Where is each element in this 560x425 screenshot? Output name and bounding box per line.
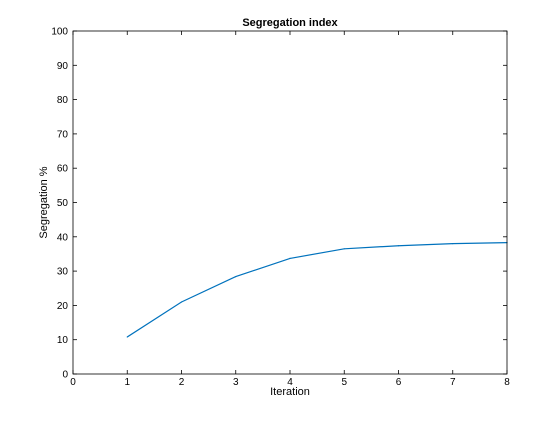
- data-point: [180, 301, 183, 303]
- y-tick-label: 30: [57, 267, 69, 278]
- y-tick-label: 10: [57, 335, 69, 346]
- chart-title: Segregation index: [242, 17, 338, 29]
- x-tick-label: 4: [287, 377, 293, 388]
- x-tick-label: 8: [504, 377, 510, 388]
- data-point: [397, 245, 400, 247]
- series-line-0: [126, 242, 508, 338]
- x-tick-label: 3: [233, 377, 239, 388]
- series-layer: [126, 242, 508, 338]
- y-tick-label: 100: [51, 27, 68, 38]
- data-point: [126, 336, 128, 338]
- x-tick-label: 2: [179, 377, 185, 388]
- data-point: [235, 275, 237, 278]
- plot-area-frame: [72, 30, 508, 375]
- y-tick-label: 50: [57, 198, 69, 209]
- data-point: [452, 243, 454, 245]
- y-tick-label: 60: [57, 164, 69, 175]
- x-axis-label: Iteration: [270, 386, 310, 398]
- y-tick-label: 0: [62, 370, 68, 381]
- y-tick-label: 80: [57, 95, 69, 106]
- y-tick-label: 70: [57, 129, 69, 140]
- data-point: [289, 257, 291, 260]
- x-tick-label: 6: [396, 377, 402, 388]
- y-tick-label: 20: [57, 301, 69, 312]
- y-axis-label: Segregation %: [38, 166, 50, 238]
- x-tick-label: 0: [70, 377, 76, 388]
- x-tick-label: 7: [450, 377, 456, 388]
- data-point: [343, 248, 345, 250]
- y-tick-label: 90: [57, 61, 69, 72]
- x-tick-label: 1: [124, 377, 130, 388]
- x-tick-label: 5: [341, 377, 347, 388]
- y-tick-label: 40: [57, 232, 69, 243]
